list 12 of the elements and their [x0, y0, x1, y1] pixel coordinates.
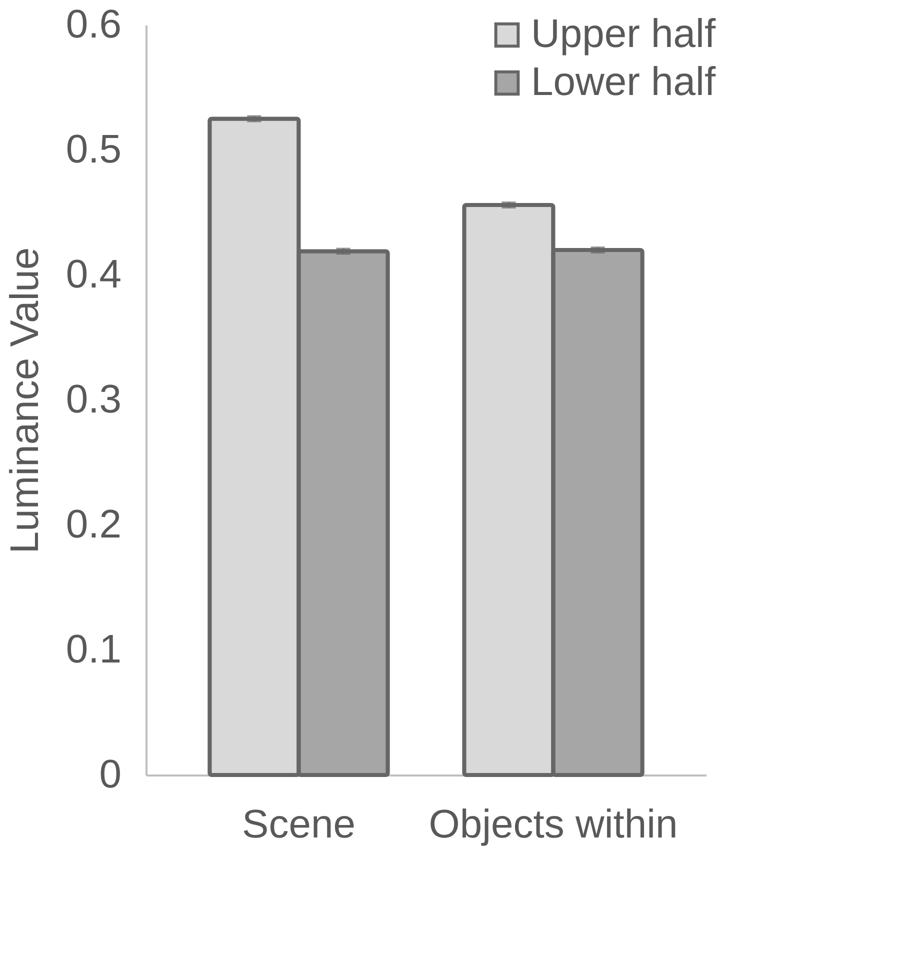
x-tick-label: Scene — [242, 802, 356, 846]
y-axis-title: Luminance Value — [2, 247, 47, 554]
y-tick-label: 0.4 — [66, 252, 122, 296]
y-tick-label: 0.1 — [66, 628, 122, 672]
legend-label: Lower half — [531, 60, 716, 104]
y-tick-label: 0.6 — [66, 2, 122, 46]
y-tick-label: 0 — [99, 752, 122, 796]
x-tick-label: Objects within — [428, 802, 678, 846]
y-tick-label: 0.5 — [66, 128, 122, 172]
y-tick-label: 0.3 — [66, 378, 122, 422]
y-tick-label: 0.2 — [66, 502, 122, 546]
legend-label: Upper half — [531, 12, 716, 56]
